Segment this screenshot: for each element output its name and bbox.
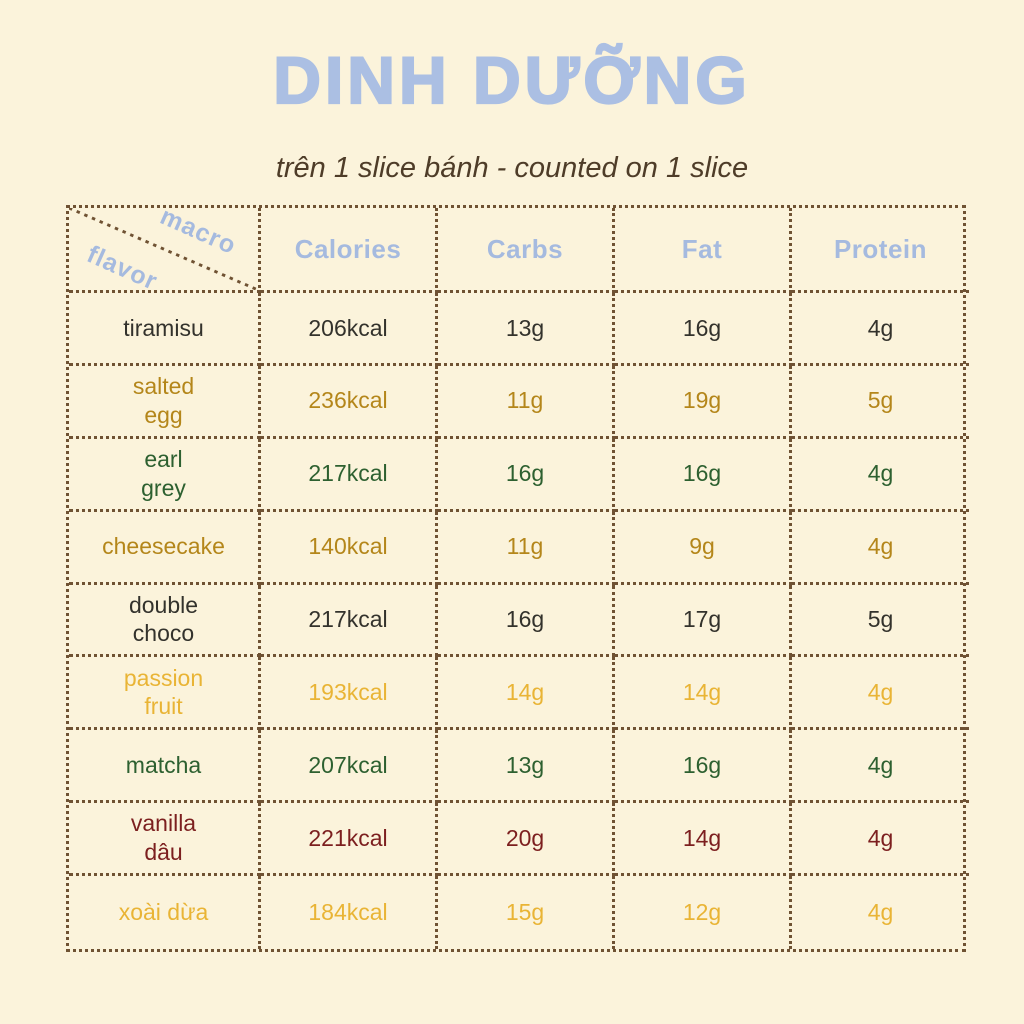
column-header-protein: Protein [792,208,969,293]
calories-cell: 221kcal [261,803,438,877]
protein-cell: 4g [792,439,969,512]
carbs-cell: 13g [438,293,615,366]
fat-cell: 14g [615,803,792,877]
nutrition-table: macro flavor Calories Carbs Fat Protein … [66,205,969,952]
carbs-cell: 16g [438,584,615,658]
calories-cell: 184kcal [261,876,438,949]
calories-cell: 207kcal [261,730,438,804]
protein-cell: 4g [792,293,969,366]
protein-cell: 4g [792,512,969,585]
fat-cell: 9g [615,511,792,585]
fat-cell: 12g [615,876,792,949]
protein-cell: 5g [792,366,969,439]
carbs-cell: 11g [438,511,615,585]
page-subtitle: trên 1 slice bánh - counted on 1 slice [275,152,749,184]
carbs-cell: 13g [438,730,615,804]
protein-cell: 4g [867,899,894,926]
column-header-calories: Calories [261,208,438,293]
flavor-cell: earl grey [69,438,261,512]
column-header-fat: Fat [615,208,792,293]
carbs-cell: 15g [438,876,615,949]
flavor-cell: double choco [69,584,261,658]
carbs-cell: 16g [438,438,615,512]
protein-cell: 4g [792,730,969,804]
flavor-cell: matcha [69,730,261,804]
carbs-cell: 14g [438,657,615,731]
page-title: DINH DƯỠNG [272,42,751,118]
fat-cell: 14g [615,657,792,731]
column-header-carbs: Carbs [438,208,615,293]
calories-cell: 217kcal [261,584,438,658]
protein-cell: 5g [792,585,969,658]
calories-cell: 217kcal [261,438,438,512]
flavor-cell: vanilla dâu [69,803,261,877]
flavor-cell: cheesecake [69,511,261,585]
corner-cell: macro flavor [69,208,261,293]
calories-cell: 236kcal [261,365,438,439]
protein-cell: 4g [792,657,969,731]
fat-cell: 16g [615,293,792,366]
fat-cell: 17g [615,584,792,658]
flavor-cell: passion fruit [69,657,261,731]
flavor-cell: salted egg [69,365,261,439]
flavor-cell: tiramisu [69,293,261,366]
calories-cell: 206kcal [261,293,438,366]
fat-cell: 16g [615,730,792,804]
fat-cell: 19g [615,365,792,439]
flavor-cell: xoài dừa [69,876,261,949]
carbs-cell: 11g [438,365,615,439]
protein-cell: 4g [792,803,969,877]
calories-cell: 193kcal [261,657,438,731]
carbs-cell: 20g [438,803,615,877]
calories-cell: 140kcal [261,511,438,585]
fat-cell: 16g [615,438,792,512]
diagonal-divider-line [69,208,258,290]
